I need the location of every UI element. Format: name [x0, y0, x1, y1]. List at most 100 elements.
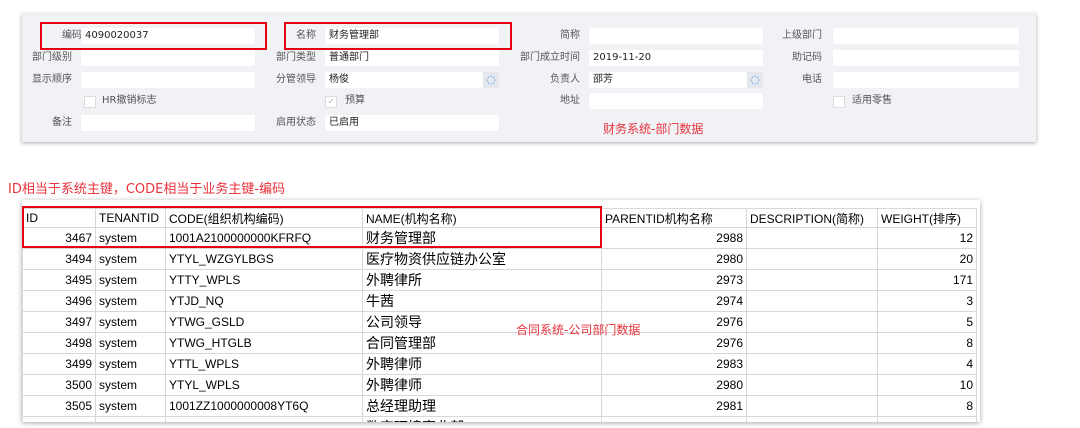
table-cell[interactable] — [746, 416, 878, 422]
address-input[interactable] — [589, 93, 763, 109]
table-cell[interactable]: 4 — [877, 353, 977, 375]
table-cell[interactable]: system — [95, 269, 166, 291]
founded-input[interactable]: 2019-11-20 — [589, 50, 763, 66]
mnemonic-input[interactable] — [833, 50, 1019, 66]
table-cell[interactable]: system — [95, 290, 166, 312]
table-row[interactable]: 3495 system YTTY_WPLS 外聘律所 2973 171 — [22, 269, 977, 291]
table-cell[interactable]: system — [95, 332, 166, 354]
table-cell[interactable] — [746, 227, 878, 249]
table-cell[interactable]: system — [95, 227, 166, 249]
short-name-input[interactable] — [589, 28, 763, 44]
table-cell[interactable]: 牛茜 — [362, 290, 602, 312]
table-cell[interactable]: 外聘律师 — [362, 353, 602, 375]
table-row[interactable]: 3467 system 1001A2100000000KFRFQ 财务管理部 2988 1… — [22, 227, 977, 249]
table-cell[interactable]: 3500 — [22, 374, 96, 396]
table-cell[interactable]: system — [95, 395, 166, 417]
table-cell[interactable]: 12 — [877, 227, 977, 249]
table-row[interactable]: 3496 system YTJD_NQ 牛茜 2974 3 — [22, 290, 977, 312]
table-cell[interactable]: 3498 — [22, 332, 96, 354]
dept-level-input[interactable] — [81, 50, 255, 66]
table-cell[interactable]: 外聘律所 — [362, 269, 602, 291]
table-cell[interactable]: YTYL_WZGYLBGS — [165, 248, 363, 270]
column-header[interactable]: DESCRIPTION(简称) — [746, 208, 878, 228]
table-row[interactable]: 3498 system YTWG_HTGLB 合同管理部 2976 8 — [22, 332, 977, 354]
table-cell[interactable]: 2971 — [601, 416, 747, 422]
table-cell[interactable] — [746, 290, 878, 312]
column-header[interactable]: WEIGHT(排序) — [877, 208, 977, 228]
table-row[interactable]: 3500 system YTYL_WPLS 外聘律师 2980 10 — [22, 374, 977, 396]
table-cell[interactable]: 3495 — [22, 269, 96, 291]
table-cell[interactable]: YTTL_WPLS — [165, 353, 363, 375]
table-cell[interactable] — [746, 248, 878, 270]
table-cell[interactable]: 138 — [877, 416, 977, 422]
table-cell[interactable]: system — [95, 374, 166, 396]
table-cell[interactable]: system — [95, 416, 166, 422]
table-cell[interactable]: 3497 — [22, 311, 96, 333]
table-cell[interactable]: 20 — [877, 248, 977, 270]
table-row[interactable]: 3502systemYTSC_SZHJSHB数字环境事业部2971 138 — [22, 416, 977, 422]
display-order-input[interactable] — [81, 72, 255, 88]
table-cell[interactable]: 2980 — [601, 248, 747, 270]
table-cell[interactable]: 2974 — [601, 290, 747, 312]
table-cell[interactable]: 8 — [877, 395, 977, 417]
code-input[interactable]: 4090020037 — [81, 28, 255, 44]
table-cell[interactable]: 3494 — [22, 248, 96, 270]
name-input[interactable]: 财务管理部 — [325, 28, 499, 44]
table-cell[interactable]: 171 — [877, 269, 977, 291]
table-row[interactable]: 3497 system YTWG_GSLD 公司领导 2976 5 — [22, 311, 977, 333]
leader-input[interactable]: 杨俊 — [325, 72, 483, 88]
table-cell[interactable]: 3502 — [22, 416, 96, 422]
table-cell[interactable]: 医疗物资供应链办公室 — [362, 248, 602, 270]
dept-type-input[interactable]: 普通部门 — [325, 50, 499, 66]
table-cell[interactable] — [746, 395, 878, 417]
table-cell[interactable]: 总经理助理 — [362, 395, 602, 417]
dept-type-label: 部门类型 — [276, 52, 316, 63]
budget-checkbox[interactable]: ✓ — [325, 96, 337, 108]
dept-level-label: 部门级别 — [32, 52, 72, 63]
table-cell[interactable]: 3499 — [22, 353, 96, 375]
hr-revoke-checkbox[interactable] — [84, 96, 96, 108]
table-cell[interactable]: 2973 — [601, 269, 747, 291]
table-cell[interactable]: 8 — [877, 332, 977, 354]
table-cell[interactable]: YTWG_GSLD — [165, 311, 363, 333]
table-cell[interactable]: system — [95, 311, 166, 333]
owner-input[interactable]: 邵芳 — [589, 72, 747, 88]
table-cell[interactable]: 1001A2100000000KFRFQ — [165, 227, 363, 249]
table-cell[interactable] — [746, 311, 878, 333]
table-cell[interactable]: 10 — [877, 374, 977, 396]
table-row[interactable]: 3494 system YTYL_WZGYLBGS 医疗物资供应链办公室 2980 20 — [22, 248, 977, 270]
table-cell[interactable]: YTWG_HTGLB — [165, 332, 363, 354]
table-cell[interactable]: 5 — [877, 311, 977, 333]
table-cell[interactable]: 2988 — [601, 227, 747, 249]
table-cell[interactable] — [746, 374, 878, 396]
table-cell[interactable]: 财务管理部 — [362, 227, 602, 249]
table-cell[interactable]: YTYL_WPLS — [165, 374, 363, 396]
owner-picker-icon[interactable]: ◌ — [747, 72, 763, 88]
status-input[interactable]: 已启用 — [325, 115, 499, 131]
table-cell[interactable]: 3 — [877, 290, 977, 312]
table-cell[interactable]: 1001ZZ1000000008YT6Q — [165, 395, 363, 417]
table-row[interactable]: 3505 system 1001ZZ1000000008YT6Q 总经理助理 2981 8 — [22, 395, 977, 417]
retail-checkbox[interactable] — [833, 96, 845, 108]
table-cell[interactable]: 2980 — [601, 374, 747, 396]
table-cell[interactable] — [746, 353, 878, 375]
parent-dept-input[interactable] — [833, 28, 1019, 44]
column-header[interactable]: PARENTID机构名称 — [601, 208, 747, 228]
phone-input[interactable] — [833, 72, 1019, 88]
table-cell[interactable]: system — [95, 353, 166, 375]
table-cell[interactable]: 3496 — [22, 290, 96, 312]
table-row[interactable]: 3499 system YTTL_WPLS 外聘律师 2983 4 — [22, 353, 977, 375]
remark-input[interactable] — [81, 115, 255, 131]
table-cell[interactable]: 2981 — [601, 395, 747, 417]
table-cell[interactable]: YTSC_SZHJSHB — [165, 416, 363, 422]
table-cell[interactable]: 外聘律师 — [362, 374, 602, 396]
leader-picker-icon[interactable]: ◌ — [483, 72, 499, 88]
table-cell[interactable]: system — [95, 248, 166, 270]
table-cell[interactable] — [746, 332, 878, 354]
table-cell[interactable]: YTJD_NQ — [165, 290, 363, 312]
table-cell[interactable]: YTTY_WPLS — [165, 269, 363, 291]
table-cell[interactable]: 2983 — [601, 353, 747, 375]
table-cell[interactable] — [746, 269, 878, 291]
table-cell[interactable]: 数字环境事业部 — [362, 416, 602, 422]
table-cell[interactable]: 3505 — [22, 395, 96, 417]
